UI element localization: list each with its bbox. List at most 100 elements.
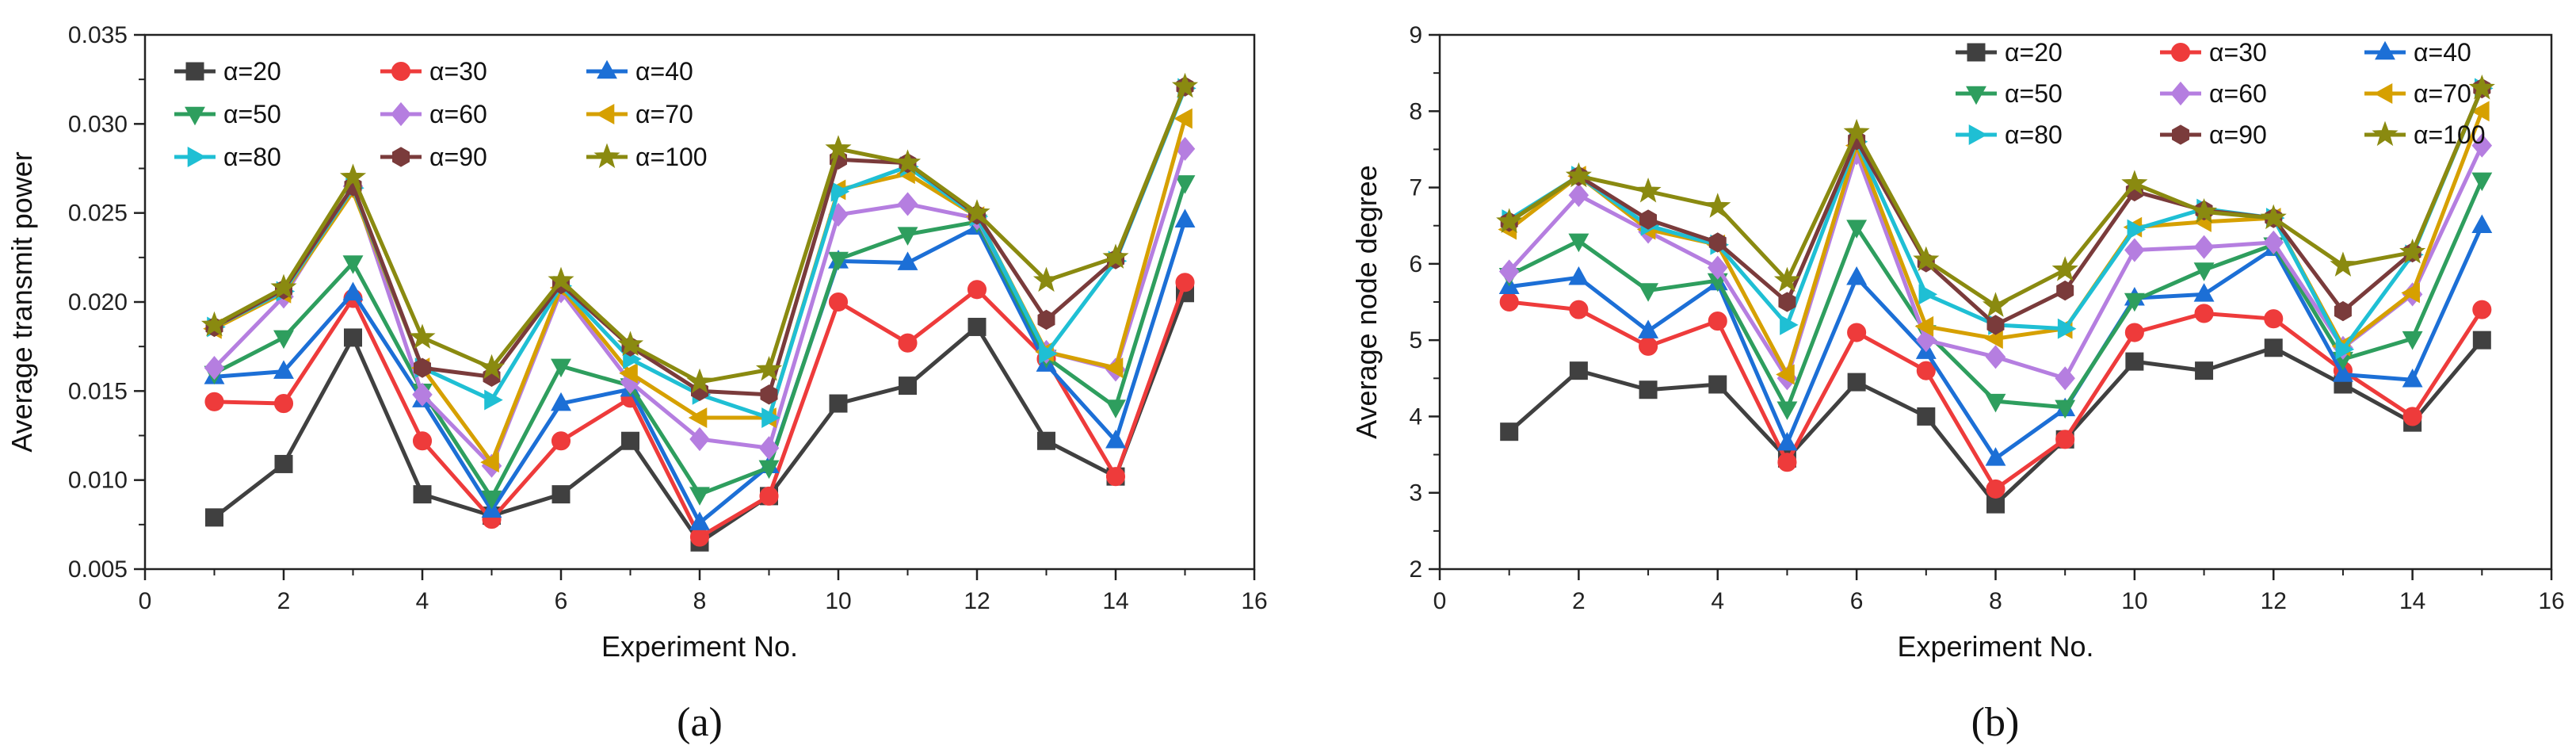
- data-point: [409, 323, 436, 350]
- data-point: [1105, 399, 1126, 419]
- data-point: [1037, 431, 1055, 450]
- series-α=30: [204, 273, 1195, 547]
- data-point: [1639, 209, 1658, 230]
- data-point: [2194, 304, 2214, 323]
- y-tick-label: 0.030: [68, 111, 128, 137]
- data-point: [273, 394, 294, 414]
- data-point: [339, 163, 367, 189]
- data-point: [1982, 292, 2009, 317]
- data-point: [2471, 214, 2493, 234]
- data-point: [829, 394, 848, 413]
- legend: α=20 α=30 α=40 α=50 α=60 α=70 α=80 α=90 α=100: [1956, 38, 2486, 149]
- data-point: [551, 358, 571, 378]
- data-point: [344, 328, 362, 347]
- x-tick-label: 14: [1102, 588, 1128, 614]
- y-tick-label: 0.015: [68, 378, 128, 404]
- legend-label: α=100: [2414, 120, 2486, 149]
- data-point: [758, 436, 780, 461]
- legend-swatch-marker: [187, 147, 207, 167]
- x-tick-label: 0: [1433, 588, 1447, 614]
- legend-label: α=40: [635, 57, 693, 86]
- data-point: [412, 382, 433, 407]
- data-point: [897, 251, 918, 270]
- data-point: [689, 527, 710, 547]
- legend-label: α=40: [2414, 38, 2471, 67]
- legend-label: α=30: [2209, 38, 2267, 67]
- data-point: [2124, 323, 2144, 342]
- y-tick-label: 0.010: [68, 468, 128, 494]
- data-point: [413, 485, 432, 504]
- legend-item: α=20: [174, 57, 281, 86]
- data-point: [270, 273, 297, 300]
- data-point: [478, 354, 506, 380]
- legend-item: α=40: [586, 57, 693, 86]
- data-point: [1985, 447, 2006, 466]
- y-tick-label: 4: [1409, 403, 1422, 430]
- data-point: [2193, 283, 2215, 302]
- legend-item: α=80: [174, 143, 281, 171]
- data-point: [1174, 108, 1193, 129]
- legend-label: α=80: [223, 143, 281, 171]
- legend-label: α=60: [2209, 79, 2267, 108]
- data-point: [2121, 170, 2148, 195]
- x-tick-label: 12: [964, 588, 990, 614]
- data-point: [897, 192, 918, 216]
- series-α=30: [1499, 292, 2492, 499]
- data-point: [1985, 345, 2006, 369]
- data-point: [759, 486, 779, 506]
- data-point: [2263, 230, 2284, 254]
- data-point: [551, 392, 571, 411]
- legend-swatch-marker: [185, 62, 204, 81]
- x-tick-label: 0: [139, 588, 152, 614]
- x-axis-label: Experiment No.: [601, 630, 798, 663]
- data-point: [551, 485, 571, 504]
- data-point: [412, 431, 433, 451]
- legend-item: α=60: [380, 100, 487, 128]
- data-point: [2260, 204, 2287, 230]
- data-point: [967, 280, 987, 300]
- legend-label: α=20: [2005, 38, 2063, 67]
- legend-item: α=90: [380, 143, 487, 171]
- legend-label: α=90: [429, 143, 487, 171]
- legend-label: α=90: [2209, 120, 2267, 149]
- data-point: [2124, 292, 2145, 312]
- legend-swatch-marker: [593, 143, 620, 169]
- y-tick-label: 7: [1409, 175, 1422, 201]
- data-point: [2402, 407, 2422, 426]
- y-tick-label: 0.035: [68, 22, 128, 48]
- data-point: [2191, 197, 2218, 224]
- y-axis-label: Average node degree: [1350, 165, 1383, 439]
- y-tick-label: 9: [1409, 22, 1422, 48]
- legend-item: α=30: [380, 57, 487, 86]
- data-point: [1496, 208, 1523, 233]
- y-tick-label: 3: [1409, 480, 1422, 506]
- data-point: [2124, 238, 2145, 262]
- data-point: [204, 356, 225, 380]
- x-axis-label: Experiment No.: [1897, 630, 2093, 663]
- legend-item: α=40: [2364, 38, 2471, 67]
- legend-swatch-marker: [595, 104, 615, 124]
- y-tick-label: 0.025: [68, 201, 128, 227]
- legend-label: α=50: [2005, 79, 2063, 108]
- data-point: [2055, 366, 2075, 391]
- legend: α=20 α=30 α=40 α=50 α=60 α=70 α=80 α=90 α=100: [174, 57, 708, 171]
- data-point: [2330, 251, 2357, 277]
- x-tick-label: 8: [693, 588, 707, 614]
- x-tick-label: 16: [2538, 588, 2564, 614]
- data-point: [2055, 399, 2076, 419]
- data-point: [825, 135, 852, 160]
- data-point: [1639, 336, 1658, 356]
- data-point: [2471, 133, 2493, 158]
- data-point: [1846, 220, 1868, 239]
- data-point: [689, 426, 710, 452]
- legend-item: α=100: [586, 143, 708, 171]
- data-point: [2193, 235, 2215, 259]
- legend-item: α=20: [1956, 38, 2063, 67]
- data-point: [205, 508, 223, 527]
- data-point: [1776, 364, 1795, 385]
- data-point: [548, 266, 574, 292]
- data-point: [760, 384, 778, 405]
- data-point: [1638, 319, 1659, 338]
- data-point: [1032, 266, 1060, 292]
